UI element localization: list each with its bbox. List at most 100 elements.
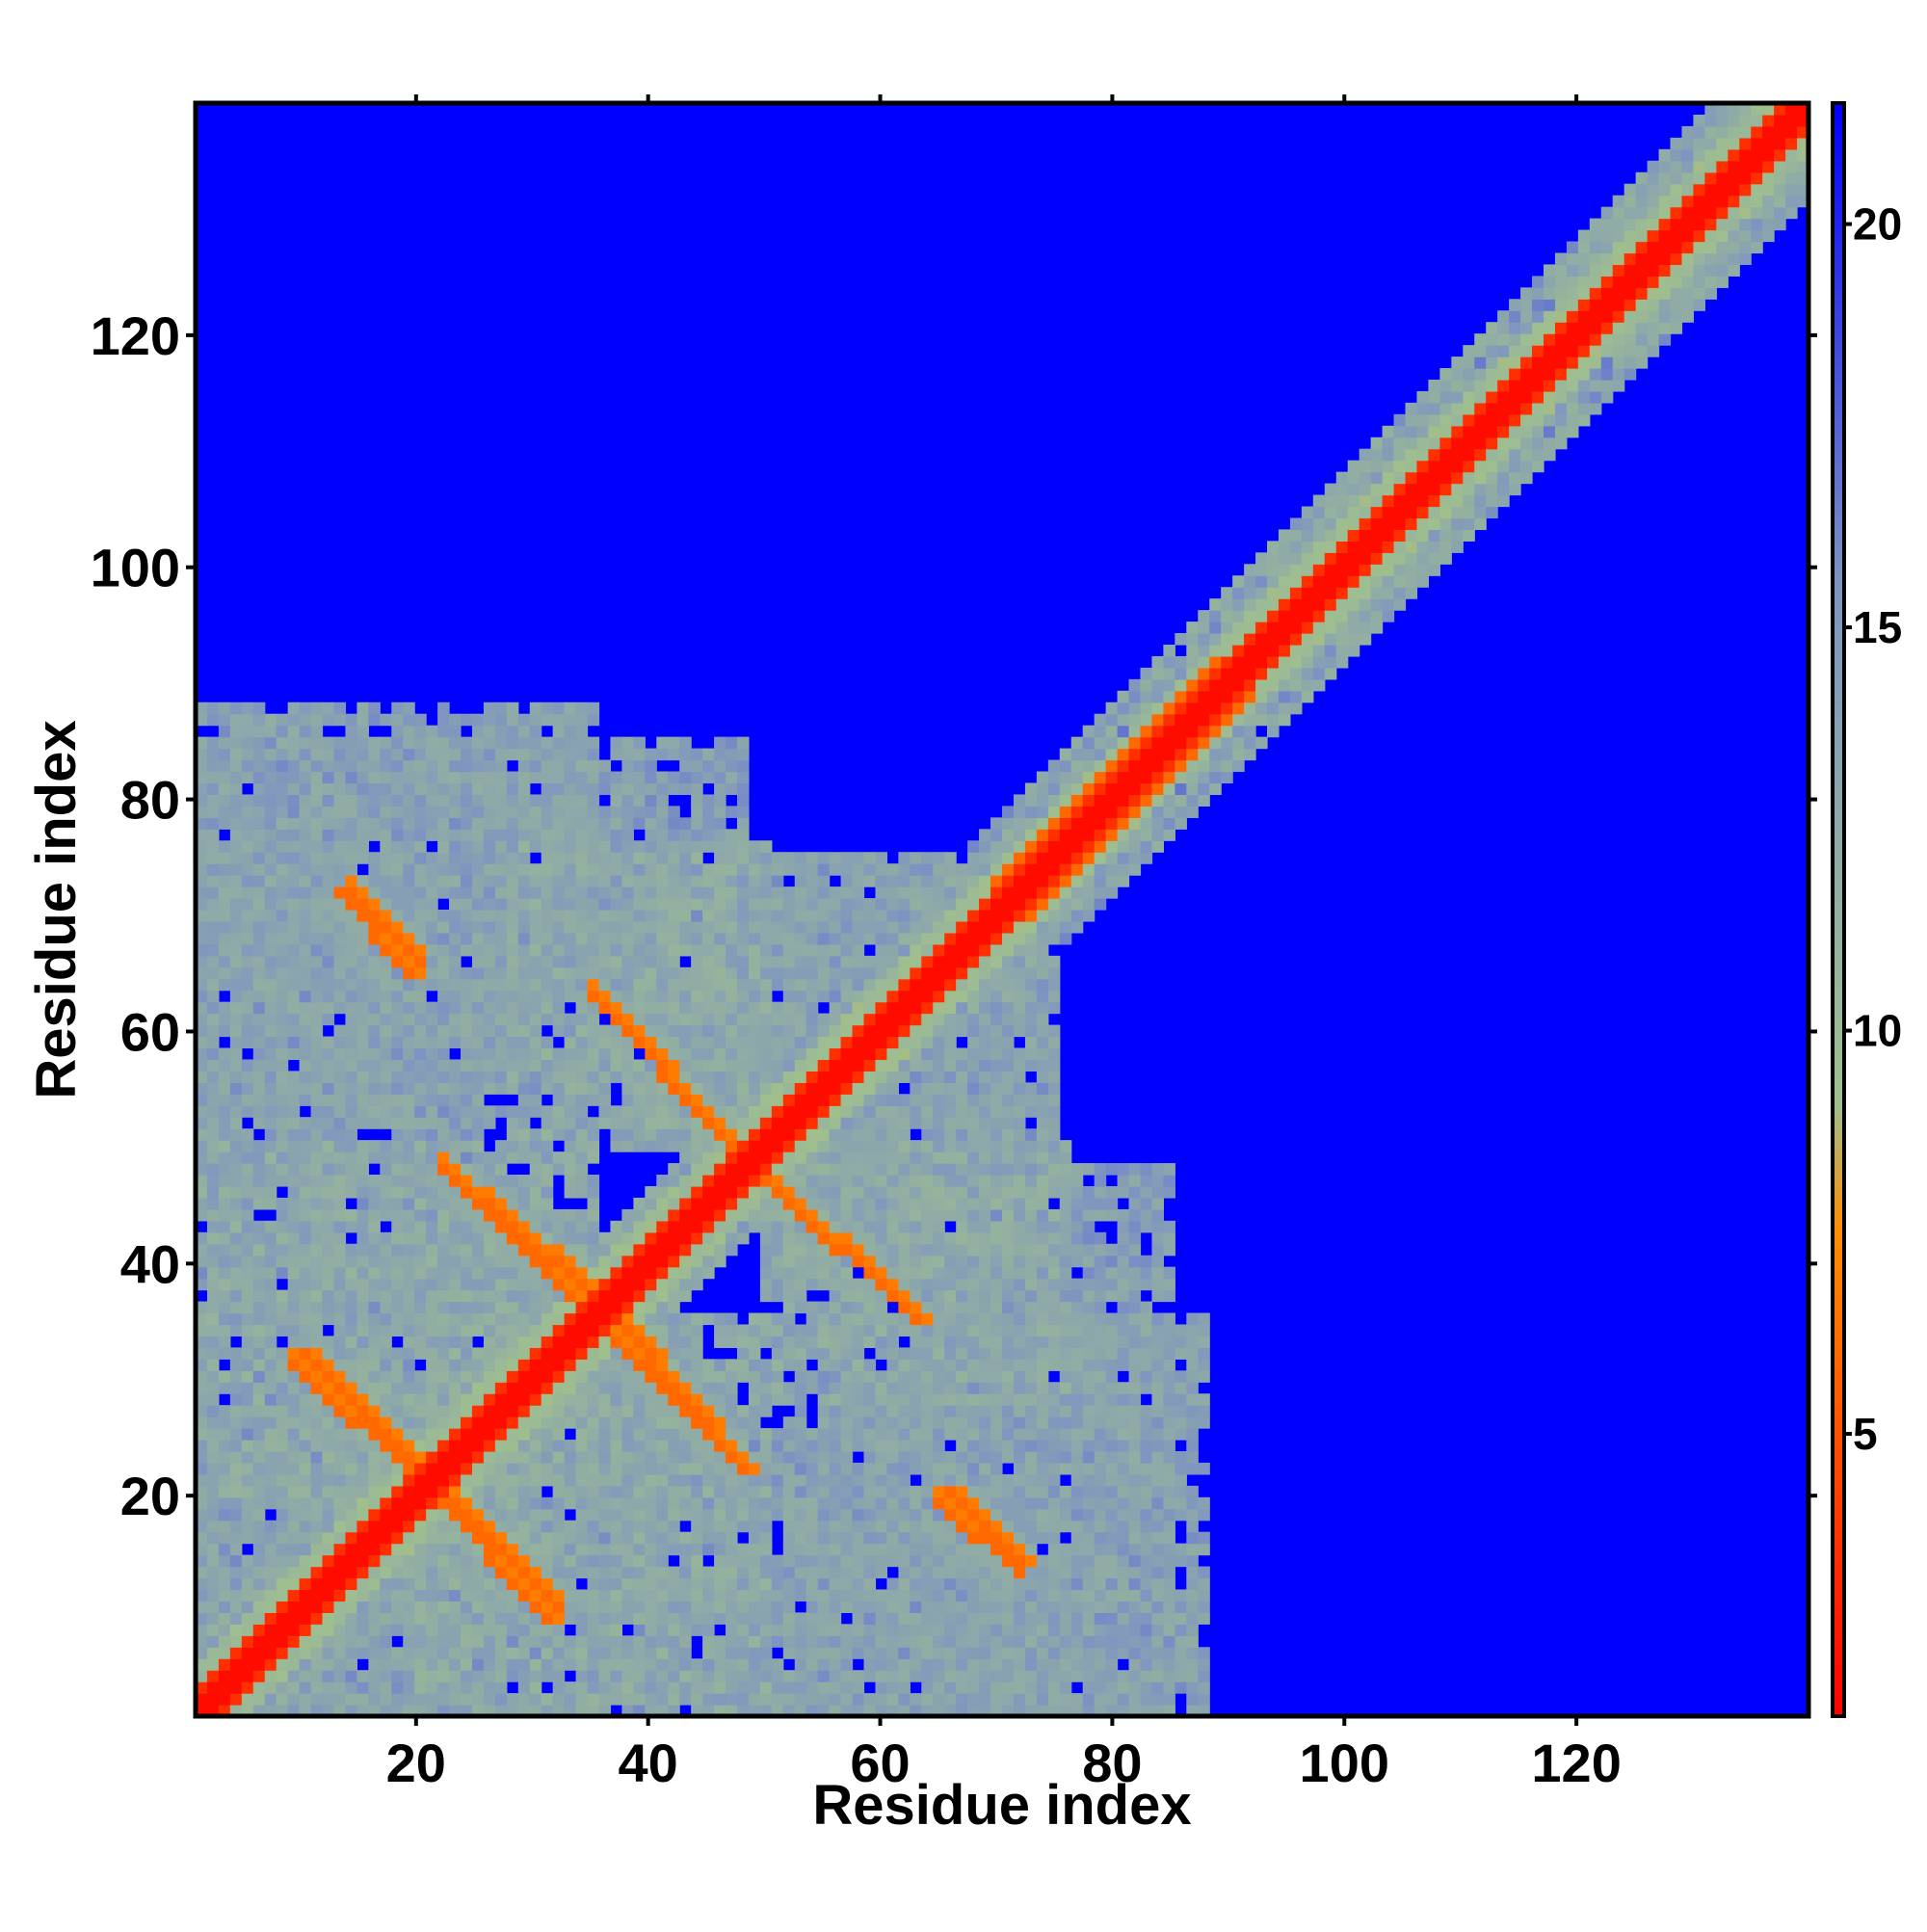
heatmap-cell: [414, 1117, 427, 1129]
heatmap-cell: [368, 1267, 381, 1280]
heatmap-cell: [242, 737, 254, 750]
heatmap-cell: [265, 1198, 277, 1210]
heatmap-cell: [841, 1474, 854, 1487]
heatmap-cell: [818, 956, 831, 968]
heatmap-cell: [219, 979, 231, 992]
heatmap-cell: [507, 794, 519, 807]
heatmap-cell: [230, 749, 243, 761]
heatmap-cell: [841, 956, 854, 968]
heatmap-cell: [507, 991, 519, 1003]
heatmap-cell: [886, 1612, 899, 1625]
heatmap-cell: [461, 772, 473, 784]
heatmap-cell: [553, 794, 566, 807]
heatmap-cell: [288, 1681, 301, 1694]
heatmap-cell: [391, 1221, 404, 1233]
heatmap-cell: [333, 875, 346, 887]
heatmap-cell: [886, 967, 899, 980]
heatmap-cell: [333, 1163, 346, 1176]
heatmap-cell: [380, 1521, 392, 1533]
heatmap-cell: [875, 956, 887, 968]
heatmap-cell: [345, 991, 357, 1003]
heatmap-cell: [588, 1117, 600, 1129]
heatmap-cell: [610, 863, 622, 876]
heatmap-cell: [621, 921, 634, 934]
heatmap-cell: [391, 1128, 404, 1141]
heatmap-cell: [449, 1324, 462, 1337]
heatmap-cell: [472, 887, 485, 899]
heatmap-cell: [853, 852, 865, 864]
heatmap-cell: [380, 1256, 392, 1268]
heatmap-cell: [323, 1209, 335, 1222]
heatmap-cell: [403, 1105, 415, 1118]
heatmap-cell: [277, 1405, 289, 1417]
heatmap-cell: [714, 1014, 726, 1026]
heatmap-cell: [253, 1163, 266, 1176]
heatmap-cell: [818, 1416, 831, 1429]
heatmap-cell: [333, 1624, 346, 1636]
heatmap-cell: [277, 1313, 289, 1326]
heatmap-cell: [333, 1094, 346, 1106]
heatmap-cell: [588, 1405, 600, 1417]
heatmap-cell: [783, 1359, 796, 1371]
heatmap-cell: [449, 1025, 462, 1038]
heatmap-cell: [541, 863, 554, 876]
heatmap-cell: [368, 1105, 381, 1118]
heatmap-cell: [219, 1451, 231, 1464]
heatmap-cell: [588, 1555, 600, 1568]
heatmap-cell: [495, 1532, 508, 1545]
heatmap-cell: [898, 944, 911, 957]
heatmap-cell: [841, 1670, 854, 1682]
heatmap-cell: [288, 1151, 301, 1164]
heatmap-cell: [265, 944, 277, 957]
heatmap-cell: [864, 1567, 877, 1579]
heatmap-cell: [333, 1221, 346, 1233]
heatmap-cell: [886, 1117, 899, 1129]
heatmap-cell: [530, 1082, 542, 1095]
heatmap-cell: [333, 1382, 346, 1394]
heatmap-cell: [726, 760, 738, 773]
heatmap-cell: [737, 1117, 750, 1129]
heatmap-cell: [853, 898, 865, 911]
heatmap-cell: [737, 956, 750, 968]
heatmap-cell: [621, 898, 634, 911]
heatmap-cell: [541, 1670, 554, 1682]
heatmap-cell: [853, 1670, 865, 1682]
heatmap-cell: [576, 1405, 589, 1417]
heatmap-cell: [691, 1658, 703, 1671]
heatmap-cell: [553, 1451, 566, 1464]
heatmap-cell: [714, 1370, 726, 1383]
heatmap-cell: [345, 1382, 357, 1394]
heatmap-cell: [853, 1094, 865, 1106]
heatmap-cell: [553, 1302, 566, 1314]
heatmap-cell: [277, 1163, 289, 1176]
heatmap-cell: [368, 1555, 381, 1568]
heatmap-cell: [783, 863, 796, 876]
heatmap-cell: [610, 1567, 622, 1579]
heatmap-cell: [345, 1324, 357, 1337]
heatmap-cell: [830, 1440, 842, 1452]
heatmap-cell: [898, 1232, 911, 1245]
heatmap-cell: [484, 1521, 496, 1533]
heatmap-cell: [277, 782, 289, 795]
heatmap-cell: [645, 749, 657, 761]
heatmap-cell: [702, 956, 715, 968]
heatmap-cell: [484, 1370, 496, 1383]
heatmap-cell: [414, 910, 427, 922]
heatmap-cell: [588, 1336, 600, 1348]
heatmap-cell: [599, 1336, 612, 1348]
heatmap-cell: [207, 1370, 220, 1383]
heatmap-cell: [668, 772, 680, 784]
heatmap-cell: [368, 1071, 381, 1083]
heatmap-cell: [541, 1198, 554, 1210]
heatmap-cell: [737, 1186, 750, 1199]
heatmap-cell: [518, 1059, 531, 1072]
heatmap-cell: [875, 1612, 887, 1625]
heatmap-cell: [530, 1025, 542, 1038]
heatmap-cell: [403, 1267, 415, 1280]
heatmap-cell: [610, 794, 622, 807]
heatmap-cell: [656, 1302, 669, 1314]
heatmap-cell: [277, 875, 289, 887]
heatmap-cell: [679, 1463, 692, 1475]
heatmap-cell: [484, 1601, 496, 1613]
heatmap-cell: [219, 1082, 231, 1095]
